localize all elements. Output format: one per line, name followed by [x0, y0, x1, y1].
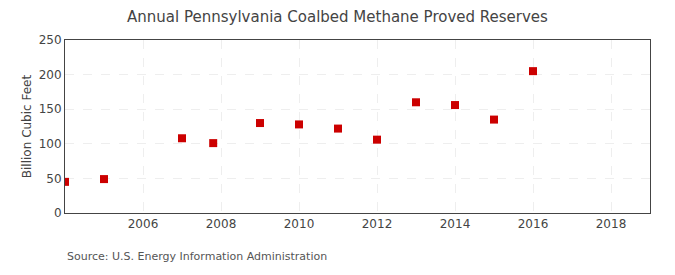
svg-text:2010: 2010	[284, 217, 315, 231]
svg-text:200: 200	[39, 68, 62, 82]
svg-text:Source: U.S. Energy Informatio: Source: U.S. Energy Information Administ…	[67, 250, 327, 263]
svg-text:2008: 2008	[206, 217, 237, 231]
svg-text:Annual Pennsylvania Coalbed Me: Annual Pennsylvania Coalbed Methane Prov…	[127, 8, 548, 26]
svg-text:2016: 2016	[518, 217, 549, 231]
svg-text:2014: 2014	[440, 217, 471, 231]
svg-text:2018: 2018	[596, 217, 627, 231]
svg-text:2006: 2006	[128, 217, 159, 231]
svg-text:0: 0	[54, 206, 62, 220]
svg-text:150: 150	[39, 102, 62, 116]
svg-text:2012: 2012	[362, 217, 393, 231]
svg-text:50: 50	[46, 172, 61, 186]
svg-text:Billion Cubic Feet: Billion Cubic Feet	[20, 75, 34, 179]
svg-text:250: 250	[39, 33, 62, 47]
svg-text:100: 100	[39, 137, 62, 151]
